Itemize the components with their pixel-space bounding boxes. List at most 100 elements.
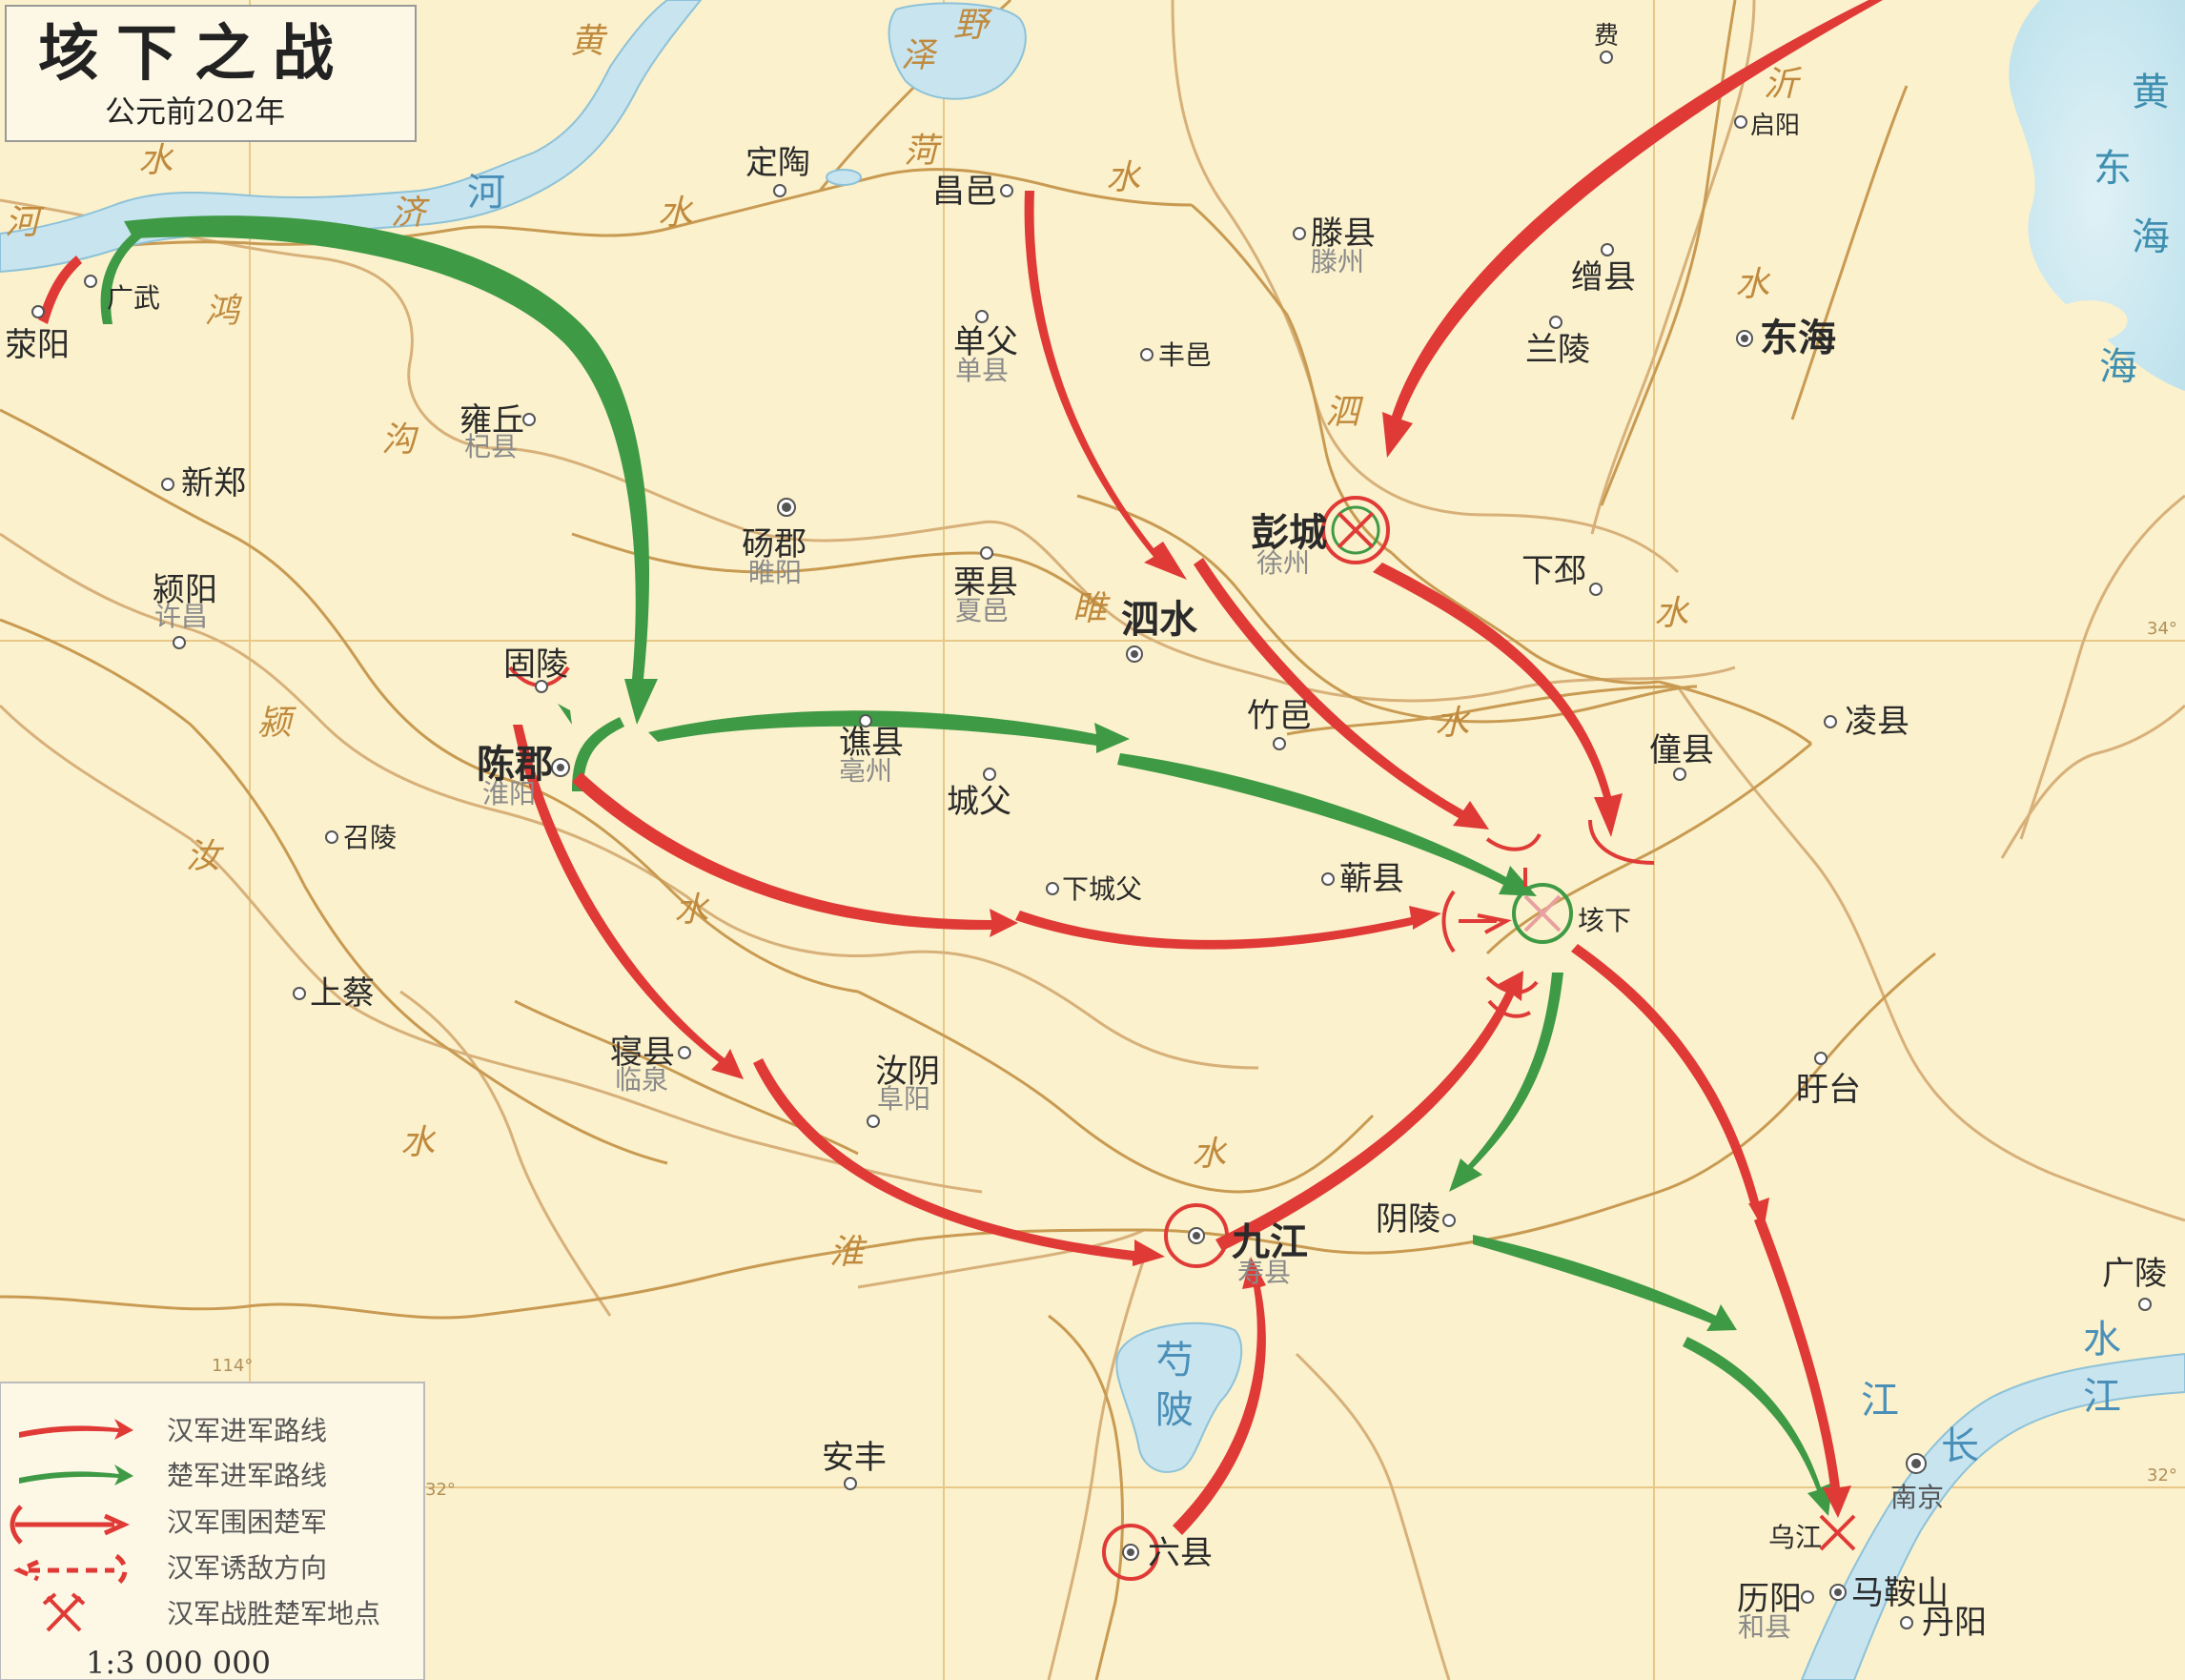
svg-text:河: 河 bbox=[5, 203, 45, 241]
place-changyi: 昌邑 bbox=[932, 173, 997, 211]
place-donghai: 东海 bbox=[1760, 316, 1836, 360]
svg-text:水: 水 bbox=[1654, 594, 1690, 632]
svg-text:汉军诱敌方向: 汉军诱敌方向 bbox=[167, 1552, 327, 1584]
svg-text:水: 水 bbox=[674, 891, 710, 929]
svg-text:东: 东 bbox=[2093, 147, 2132, 190]
svg-text:江: 江 bbox=[1861, 1379, 1899, 1422]
svg-text:水: 水 bbox=[1106, 158, 1142, 196]
place-xiapi: 下邳 bbox=[1521, 552, 1586, 590]
legend: 汉军进军路线 楚军进军路线 汉军围困楚军 汉军诱敌方向 汉军战胜楚军地点 1:3… bbox=[0, 1382, 425, 1680]
wujiang-victory-icon bbox=[1819, 1514, 1856, 1551]
place-chengfu: 城父 bbox=[947, 783, 1011, 821]
gaixia-battle-circle bbox=[1512, 883, 1573, 944]
chu-route-yinling-wujiang-2 bbox=[1683, 1337, 1832, 1516]
legend-han-advance: 汉军进军路线 bbox=[19, 1415, 327, 1446]
title-box: 垓下之战 公元前202年 bbox=[5, 5, 417, 142]
svg-text:睢: 睢 bbox=[1072, 589, 1111, 627]
han-route-xingyang bbox=[38, 256, 82, 324]
svg-text:水: 水 bbox=[400, 1123, 437, 1161]
han-route-liuxian-jiujiang bbox=[1173, 1257, 1266, 1535]
latitude-32-label: 32° bbox=[2147, 1465, 2177, 1485]
gaixia-siege-marks bbox=[508, 666, 1655, 1018]
place-xingyang: 荥阳 bbox=[5, 326, 70, 364]
svg-text:楚军进军路线: 楚军进军路线 bbox=[167, 1460, 327, 1491]
map-subtitle: 公元前202年 bbox=[105, 93, 285, 130]
place-yinling: 阴陵 bbox=[1376, 1200, 1440, 1239]
place-guling: 固陵 bbox=[503, 645, 568, 684]
han-route-chenjun-xiachengfu bbox=[572, 772, 1018, 937]
place-shanfu-modern: 单县 bbox=[955, 355, 1009, 386]
legend-han-siege: 汉军围困楚军 bbox=[10, 1505, 327, 1545]
legend-chu-advance: 楚军进军路线 bbox=[19, 1460, 327, 1491]
settlement-markers bbox=[31, 51, 2152, 1629]
place-anfeng: 安丰 bbox=[822, 1439, 887, 1477]
sea-island bbox=[2046, 300, 2128, 344]
place-liyang: 历阳 bbox=[1737, 1580, 1802, 1618]
daye-marsh bbox=[888, 2, 1027, 100]
svg-text:水: 水 bbox=[2083, 1318, 2121, 1361]
place-yingyang-modern: 许昌 bbox=[154, 601, 208, 632]
place-liuxian: 六县 bbox=[1148, 1534, 1213, 1572]
latitude-34-label: 34° bbox=[2147, 619, 2177, 639]
green-arrow-icon bbox=[19, 1465, 133, 1485]
chu-route-gaixia-yinling bbox=[1449, 973, 1563, 1192]
place-lanling: 兰陵 bbox=[1525, 331, 1590, 369]
chu-route-guangwu bbox=[100, 229, 143, 324]
place-labels: 荥阳 广武 定陶 昌邑 单父 单县 丰邑 滕县 滕州 缯县 兰陵 东海 启阳 费… bbox=[5, 22, 2167, 1643]
longitude-114-label: 114° bbox=[212, 1356, 253, 1376]
legend-han-victory: 汉军战胜楚军地点 bbox=[42, 1592, 380, 1632]
place-zengxian: 缯县 bbox=[1571, 258, 1636, 297]
svg-text:水: 水 bbox=[658, 194, 694, 232]
place-yongqiu: 雍丘 bbox=[459, 401, 524, 440]
latitude-32-left-label: 32° bbox=[425, 1480, 456, 1500]
red-arrow-icon bbox=[19, 1419, 133, 1440]
place-dangjun-modern: 睢阳 bbox=[748, 557, 802, 588]
place-shanfu: 单父 bbox=[953, 323, 1018, 361]
place-shangcai: 上蔡 bbox=[310, 974, 375, 1013]
jiujiang-circle bbox=[1164, 1203, 1229, 1268]
water-labels: 黄 河 济 水 水 水 水 水 水 水 水 水 鸿 沟 河 泽 野 菏 沂 泗 … bbox=[5, 6, 2170, 1467]
place-xuyi: 盱台 bbox=[1796, 1071, 1861, 1109]
place-jiujiang: 九江 bbox=[1232, 1219, 1308, 1264]
place-tengxian: 滕县 bbox=[1311, 215, 1376, 253]
svg-text:海: 海 bbox=[2132, 215, 2170, 258]
place-dingtao: 定陶 bbox=[745, 144, 810, 182]
liuxian-circle bbox=[1102, 1524, 1159, 1581]
place-zhuyi: 竹邑 bbox=[1247, 697, 1312, 735]
siege-arrow-icon bbox=[10, 1505, 131, 1545]
place-qiaoxian-modern: 亳州 bbox=[839, 755, 892, 787]
place-fei: 费 bbox=[1594, 22, 1619, 51]
svg-text:淮: 淮 bbox=[829, 1233, 868, 1271]
svg-text:泗: 泗 bbox=[1325, 393, 1364, 431]
east-sea bbox=[2009, 0, 2185, 391]
svg-text:汉军进军路线: 汉军进军路线 bbox=[167, 1415, 327, 1446]
svg-text:水: 水 bbox=[138, 141, 174, 179]
place-maanshan: 马鞍山 bbox=[1851, 1574, 1949, 1612]
svg-text:泽: 泽 bbox=[901, 36, 938, 74]
han-route-changyi bbox=[1024, 191, 1187, 580]
svg-text:济: 济 bbox=[391, 194, 430, 232]
svg-text:长: 长 bbox=[1941, 1424, 1979, 1467]
place-shaoling: 召陵 bbox=[343, 822, 397, 853]
place-guangwu: 广武 bbox=[107, 282, 160, 314]
shaopi-lake bbox=[1115, 1321, 1243, 1473]
svg-text:颍: 颍 bbox=[257, 704, 296, 742]
place-qixian: 蕲县 bbox=[1339, 860, 1404, 898]
svg-text:水: 水 bbox=[1192, 1135, 1228, 1173]
dingtao-lake bbox=[826, 169, 862, 186]
svg-text:鸿: 鸿 bbox=[205, 292, 242, 330]
place-sishui: 泗水 bbox=[1121, 597, 1198, 642]
svg-text:黄: 黄 bbox=[2132, 71, 2170, 113]
place-nanjing: 南京 bbox=[1890, 1482, 1944, 1513]
yangtze-river bbox=[1800, 1352, 2185, 1680]
chu-route-chenjun-gaixia-2 bbox=[1117, 753, 1537, 896]
crossed-swords-icon bbox=[42, 1592, 86, 1632]
place-xinzheng: 新郑 bbox=[181, 464, 246, 502]
dashed-arrow-icon bbox=[12, 1553, 128, 1588]
place-wujiang: 乌江 bbox=[1768, 1522, 1822, 1553]
place-qinxian-modern: 临泉 bbox=[615, 1064, 668, 1096]
place-tengxian-modern: 滕州 bbox=[1311, 246, 1364, 277]
place-gaixia: 垓下 bbox=[1578, 905, 1631, 936]
place-fengyi: 丰邑 bbox=[1158, 339, 1212, 371]
